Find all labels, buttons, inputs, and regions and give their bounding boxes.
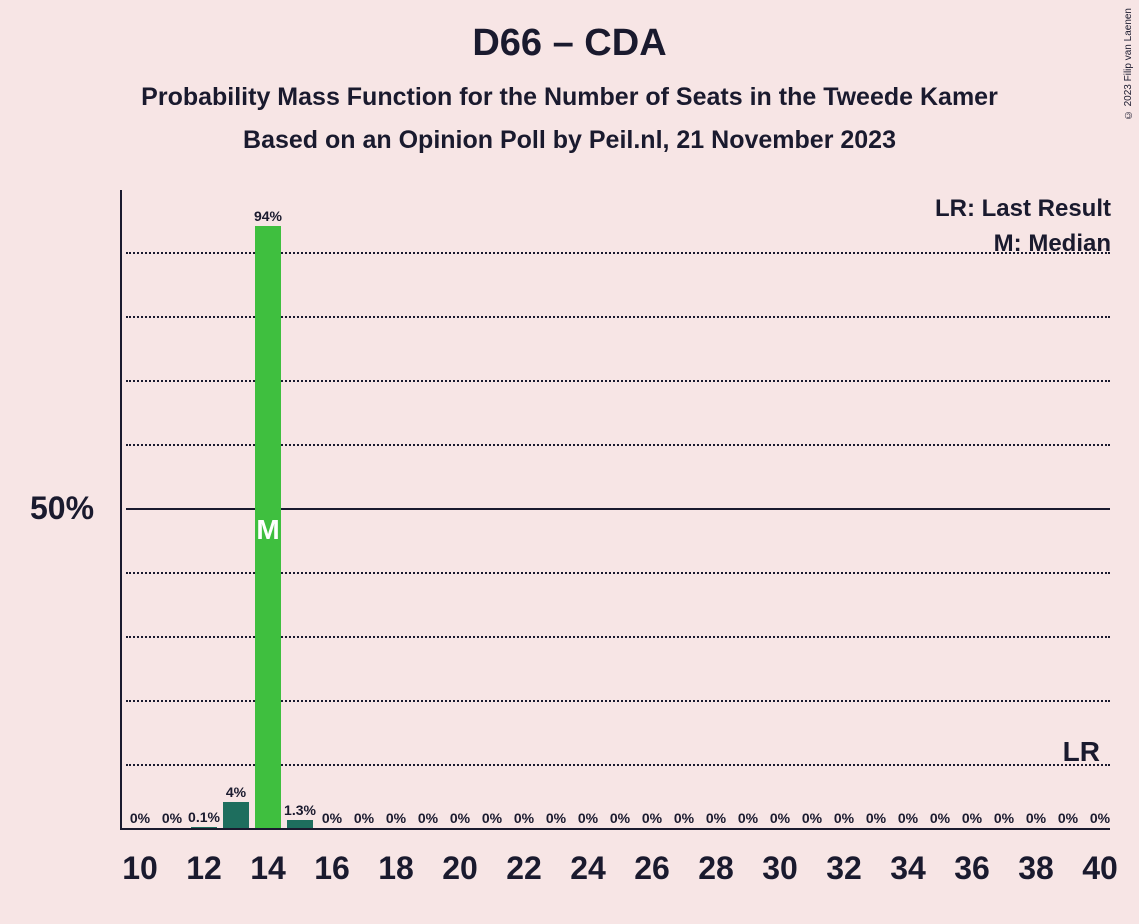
chart-container: D66 – CDA Probability Mass Function for … xyxy=(0,0,1139,924)
lr-marker: LR xyxy=(1063,736,1100,768)
bar xyxy=(287,820,313,828)
legend-lr: LR: Last Result xyxy=(935,195,1111,223)
chart-subtitle2: Based on an Opinion Poll by Peil.nl, 21 … xyxy=(0,126,1139,155)
legend-median: M: Median xyxy=(994,230,1111,258)
bar xyxy=(191,827,217,828)
bar-value-label: 1.3% xyxy=(284,802,316,818)
x-tick-label: 12 xyxy=(186,850,222,887)
bar-value-label: 0% xyxy=(802,810,822,826)
chart-subtitle: Probability Mass Function for the Number… xyxy=(0,83,1139,112)
bar-value-label: 0% xyxy=(546,810,566,826)
x-tick-label: 32 xyxy=(826,850,862,887)
x-tick-label: 40 xyxy=(1082,850,1118,887)
x-tick-label: 38 xyxy=(1018,850,1054,887)
bar-value-label: 0% xyxy=(610,810,630,826)
bar-value-label: 0% xyxy=(642,810,662,826)
bar-value-label: 0% xyxy=(706,810,726,826)
plot-area: 0% 0% 0.1% 4% 94% 1.3% 0% 0% 0% 0% 0% 0% 0% 0% 0% 0% 0% 0… xyxy=(120,190,1110,830)
x-tick-label: 24 xyxy=(570,850,606,887)
x-tick-label: 20 xyxy=(442,850,478,887)
bar-value-label: 0% xyxy=(1026,810,1046,826)
bar-value-label: 94% xyxy=(254,208,282,224)
bar-value-label: 0% xyxy=(866,810,886,826)
bar-value-label: 0% xyxy=(930,810,950,826)
bar-value-label: 0% xyxy=(514,810,534,826)
x-tick-label: 34 xyxy=(890,850,926,887)
bar-value-label: 0% xyxy=(962,810,982,826)
median-marker: M xyxy=(256,514,279,546)
bar-value-label: 0% xyxy=(386,810,406,826)
bar-value-label: 0% xyxy=(322,810,342,826)
bar-value-label: 0% xyxy=(130,810,150,826)
bar-value-label: 0% xyxy=(674,810,694,826)
bar-value-label: 0% xyxy=(354,810,374,826)
x-tick-label: 36 xyxy=(954,850,990,887)
bar-value-label: 0% xyxy=(578,810,598,826)
y-axis xyxy=(120,190,122,830)
copyright-text: © 2023 Filip van Laenen xyxy=(1123,8,1134,120)
bar-value-label: 0% xyxy=(1058,810,1078,826)
bar-value-label: 0.1% xyxy=(188,809,220,825)
x-tick-label: 18 xyxy=(378,850,414,887)
x-tick-label: 22 xyxy=(506,850,542,887)
x-axis xyxy=(120,828,1110,830)
x-tick-label: 14 xyxy=(250,850,286,887)
bar-value-label: 0% xyxy=(738,810,758,826)
bar-value-label: 0% xyxy=(418,810,438,826)
bar-value-label: 0% xyxy=(482,810,502,826)
bar-value-label: 0% xyxy=(450,810,470,826)
bar-value-label: 4% xyxy=(226,784,246,800)
x-tick-label: 16 xyxy=(314,850,350,887)
bar-value-label: 0% xyxy=(770,810,790,826)
bar-value-label: 0% xyxy=(898,810,918,826)
bar-value-label: 0% xyxy=(162,810,182,826)
bar-value-label: 0% xyxy=(1090,810,1110,826)
x-tick-label: 28 xyxy=(698,850,734,887)
bar-value-label: 0% xyxy=(994,810,1014,826)
x-tick-label: 26 xyxy=(634,850,670,887)
y-axis-label: 50% xyxy=(30,490,94,527)
x-tick-label: 10 xyxy=(122,850,158,887)
x-tick-label: 30 xyxy=(762,850,798,887)
bar-value-label: 0% xyxy=(834,810,854,826)
bar xyxy=(223,802,249,828)
chart-title: D66 – CDA xyxy=(0,0,1139,65)
